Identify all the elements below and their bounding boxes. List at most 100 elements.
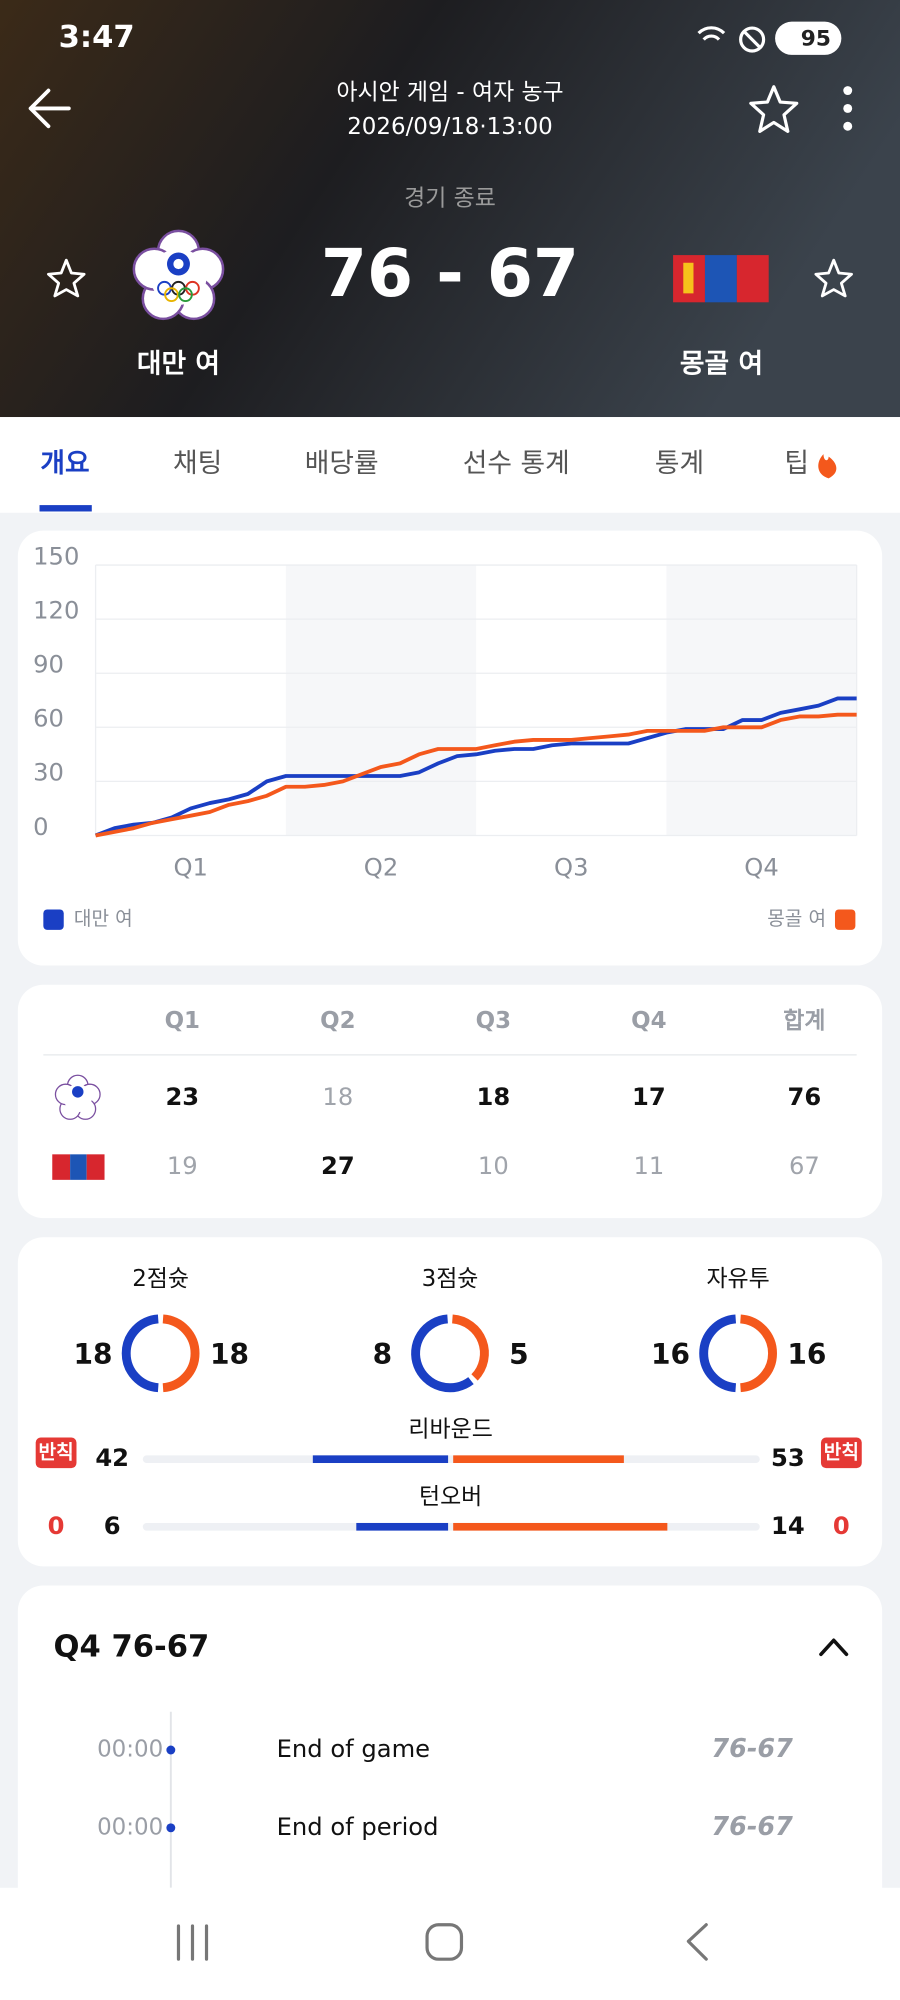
donut-away [162, 1314, 200, 1393]
quarter-score: 18 [476, 1083, 510, 1111]
dnd-icon [739, 26, 766, 53]
quarter-score: 76 [788, 1083, 822, 1111]
quarter-score: 19 [167, 1152, 198, 1180]
active-tab-indicator [39, 505, 92, 512]
bar-home-value: 42 [95, 1444, 129, 1472]
bar-home [312, 1455, 449, 1464]
y-tick-label: 0 [33, 813, 48, 841]
tab[interactable]: 팁 [784, 448, 809, 479]
event-dot [166, 1745, 176, 1755]
wifi-icon [697, 26, 726, 41]
x-tick-label: Q4 [744, 854, 778, 882]
timeline-card [17, 1585, 883, 1969]
battery-level: 95 [801, 27, 831, 52]
x-tick-label: Q3 [554, 854, 588, 882]
logo-sun [72, 1086, 84, 1098]
recents-button[interactable] [176, 1924, 209, 1961]
back-system-button[interactable] [686, 1923, 708, 1961]
shot-home: 8 [373, 1338, 393, 1371]
quarter-score: 10 [478, 1152, 509, 1180]
quarter-score: 11 [633, 1152, 664, 1180]
tab[interactable]: 배당률 [305, 448, 379, 479]
more-menu[interactable] [843, 86, 853, 131]
tag-text: 반칙 [824, 1440, 859, 1463]
tab[interactable]: 채팅 [173, 448, 222, 479]
shot-label: 자유투 [706, 1266, 769, 1292]
battery-pill [775, 21, 842, 55]
away-flag-small [70, 1154, 87, 1180]
column-header: 합계 [783, 1008, 825, 1034]
bar-away-value: 14 [771, 1512, 805, 1540]
status-icons [697, 26, 766, 53]
match-status: 경기 종료 [404, 185, 496, 211]
dnd-slash [743, 30, 761, 49]
y-tick-label: 30 [33, 759, 64, 787]
shot-label: 2점슛 [132, 1266, 189, 1292]
away-flag [673, 255, 769, 303]
legend-label: 대만 여 [74, 907, 133, 930]
quarter-score: 27 [321, 1152, 355, 1180]
donut-away [451, 1314, 489, 1381]
bar-home-value: 6 [104, 1512, 121, 1540]
bar-away [453, 1522, 668, 1531]
y-tick-label: 120 [33, 596, 79, 624]
bar-away [453, 1455, 624, 1464]
quarter-band [285, 565, 477, 836]
timeline: Q4 76-67 00:00 End of game 76-67 00:00 End o… [54, 1629, 849, 1888]
shot-home: 16 [651, 1338, 690, 1371]
column-header: Q2 [320, 1008, 355, 1034]
tag-text: 반칙 [39, 1440, 74, 1463]
quarter-card [17, 984, 883, 1219]
shot-label: 3점슛 [422, 1266, 479, 1292]
column-header: Q1 [165, 1008, 200, 1034]
donut-home [699, 1314, 737, 1393]
bar-away-value: 53 [771, 1444, 805, 1472]
tab[interactable]: 통계 [655, 448, 704, 479]
quarter-score: 23 [165, 1083, 199, 1111]
system-nav [0, 1887, 900, 2000]
favorite-away[interactable] [814, 258, 853, 298]
back-button[interactable] [28, 88, 71, 129]
collapse-button[interactable] [819, 1638, 849, 1657]
event-score: 76-67 [711, 1812, 793, 1842]
away-flag-small [52, 1154, 71, 1180]
system-nav-icons [176, 1923, 708, 1961]
home-logo [132, 229, 225, 321]
tab[interactable]: 선수 통계 [463, 448, 570, 479]
away-team: 몽골 여 [680, 348, 763, 379]
score-chart: Q1 Q2 Q3 Q4 0 30 60 90 120 150 대만 여 몽골 여 [33, 542, 858, 930]
event-score: 76-67 [711, 1734, 793, 1764]
tab-bar [0, 417, 900, 513]
y-tick-label: 150 [33, 542, 79, 570]
tab[interactable]: 개요 [40, 448, 89, 479]
shot-away: 5 [509, 1338, 529, 1371]
logo-core [63, 1084, 92, 1113]
column-header: Q4 [631, 1008, 666, 1034]
bar-track [142, 1455, 760, 1464]
quarter-band [666, 565, 857, 836]
period-title: Q4 76-67 [54, 1629, 210, 1664]
quarter-score: 67 [789, 1152, 820, 1180]
status-time: 3:47 [59, 20, 135, 55]
favorite-match[interactable] [749, 85, 799, 133]
stats-card [17, 1237, 883, 1567]
event-time: 00:00 [97, 1814, 163, 1840]
quarter-table: Q1 Q2 Q3 Q4 합계 23 18 18 17 76 19 27 10 11 67 [43, 1008, 857, 1180]
shot-away: 16 [787, 1338, 826, 1371]
bar-label: 턴오버 [419, 1484, 482, 1510]
header-background [0, 0, 900, 418]
legend-label: 몽골 여 [767, 907, 826, 930]
match-datetime: 2026/09/18·13:00 [347, 114, 553, 140]
home-button[interactable] [425, 1923, 464, 1961]
favorite-home[interactable] [47, 258, 86, 298]
quarter-score: 17 [632, 1083, 666, 1111]
tag-badge [35, 1437, 77, 1469]
donut-home [121, 1314, 159, 1393]
league-title: 아시안 게임 - 여자 농구 [336, 80, 563, 106]
donut-home [411, 1314, 474, 1393]
tag-count: 0 [833, 1512, 850, 1540]
tag-badge [820, 1437, 862, 1469]
score: 76 - 67 [321, 234, 579, 312]
